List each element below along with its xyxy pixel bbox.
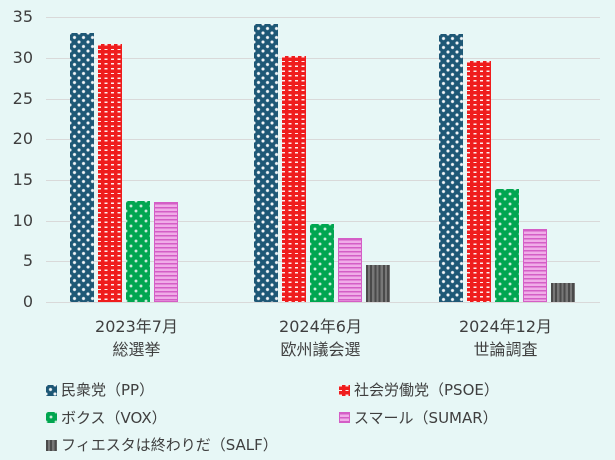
bar-sumar-group0 xyxy=(154,202,178,302)
y-axis-tick-label: 15 xyxy=(12,170,33,189)
y-axis-tick-label: 0 xyxy=(22,292,33,311)
bar-pp-group2 xyxy=(439,33,463,302)
y-axis-tick-label: 10 xyxy=(12,210,33,230)
bar-psoe-group2 xyxy=(467,61,491,302)
bar-salf-group2 xyxy=(551,282,575,302)
bar-vox-group0 xyxy=(126,201,150,302)
gridline-y20 xyxy=(46,139,600,141)
y-axis-tick-label: 5 xyxy=(22,251,33,271)
x-axis-label-line1-group1: 2024年6月 xyxy=(279,317,362,336)
bar-salf-group1 xyxy=(366,264,390,302)
gridline-y35 xyxy=(46,17,600,19)
x-axis-label-line2-group1: 欧州議会選 xyxy=(280,340,361,359)
bar-psoe-group1 xyxy=(282,56,306,302)
bar-sumar-group2 xyxy=(523,228,547,302)
bar-pp-group1 xyxy=(254,23,278,302)
legend-swatch-salf xyxy=(46,439,57,451)
gridline-y0 xyxy=(46,302,600,303)
legend-swatch-psoe xyxy=(339,384,350,396)
y-axis-tick-label: 25 xyxy=(12,88,33,108)
gridline-y25 xyxy=(46,98,600,100)
y-axis-tick-label: 30 xyxy=(12,48,33,67)
gridline-y15 xyxy=(46,180,600,181)
legend-item-pp: 民衆党（PP） xyxy=(46,381,154,399)
y-axis-tick-label: 20 xyxy=(12,129,33,149)
legend-label-pp: 民衆党（PP） xyxy=(61,381,155,399)
gridline-y30 xyxy=(46,58,600,59)
gridline-y10 xyxy=(46,220,600,222)
legend-label-vox: ボクス（VOX） xyxy=(61,408,167,427)
bar-pp-group0 xyxy=(70,32,94,302)
bar-sumar-group1 xyxy=(338,237,362,302)
bar-vox-group2 xyxy=(495,188,519,302)
legend-label-salf: フィエスタは終わりだ（SALF） xyxy=(61,436,278,454)
legend-swatch-pp xyxy=(46,384,57,396)
y-axis-tick-label: 35 xyxy=(12,7,33,27)
legend-label-psoe: 社会労働党（PSOE） xyxy=(354,381,499,399)
x-axis-label-line2-group0: 総選挙 xyxy=(112,340,161,359)
x-axis-label-line1-group2: 2024年12月 xyxy=(458,317,553,336)
bar-vox-group1 xyxy=(310,223,334,302)
x-axis-label-line2-group2: 世論調査 xyxy=(473,340,538,359)
legend-label-sumar: スマール（SUMAR） xyxy=(354,408,498,427)
bar-psoe-group0 xyxy=(98,44,122,302)
legend-swatch-vox xyxy=(46,412,57,423)
x-axis-label-line1-group0: 2023年7月 xyxy=(95,317,178,336)
legend-item-sumar: スマール（SUMAR） xyxy=(339,409,498,427)
legend-item-salf: フィエスタは終わりだ（SALF） xyxy=(46,436,278,454)
legend-item-psoe: 社会労働党（PSOE） xyxy=(339,381,499,399)
legend-item-vox: ボクス（VOX） xyxy=(46,409,167,427)
legend-swatch-sumar xyxy=(339,412,350,423)
